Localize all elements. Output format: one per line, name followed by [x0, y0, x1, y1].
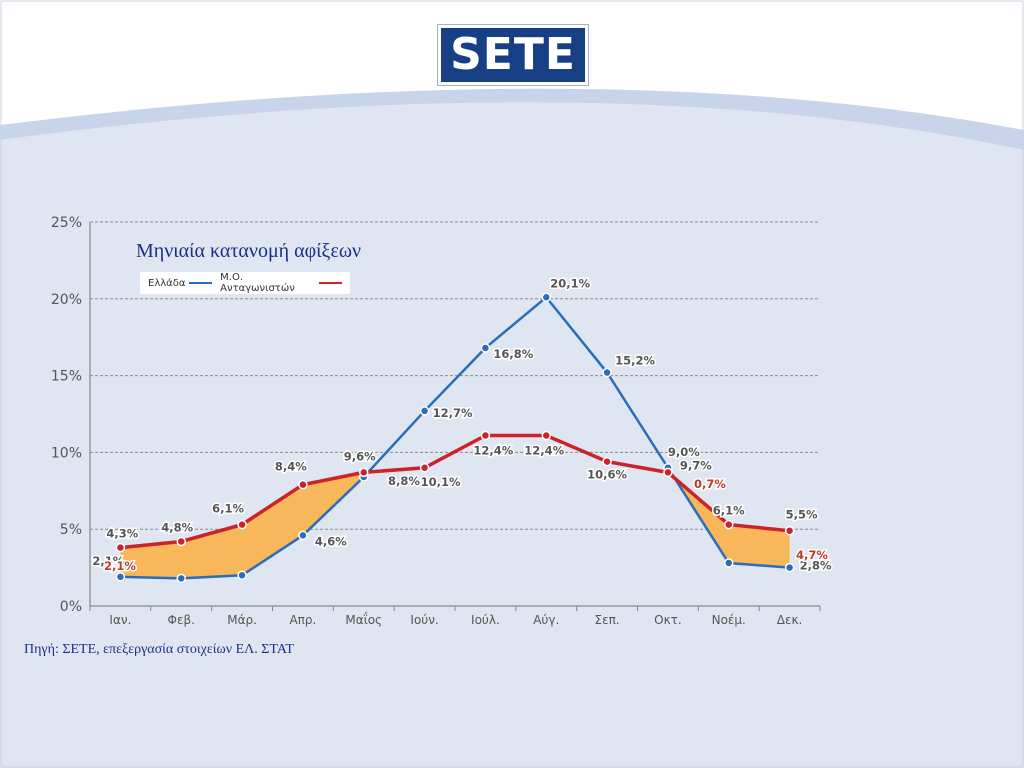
legend-swatch-greece [189, 282, 213, 284]
data-point-competitors [480, 430, 491, 441]
data-label-greece: 12,7% [433, 406, 473, 420]
data-label-competitors: 12,4% [473, 444, 513, 458]
source-note: Πηγή: ΣΕΤΕ, επεξεργασία στοιχείων ΕΛ. ΣΤ… [24, 642, 294, 657]
data-label-competitors: 9,6% [344, 449, 376, 463]
x-tick-label: Ιούν. [410, 613, 438, 627]
data-point-competitors [784, 525, 795, 536]
x-tick-label: Απρ. [289, 613, 316, 627]
legend-swatch-competitors [319, 282, 342, 284]
data-point-greece [298, 530, 308, 541]
annotation-label: 2,1% [104, 559, 136, 573]
data-label-greece: 16,8% [493, 347, 533, 361]
series [115, 292, 795, 584]
data-label-competitors: 4,3% [106, 527, 138, 541]
y-tick-label: 5% [60, 522, 82, 538]
data-point-competitors [115, 542, 126, 553]
legend-label-competitors: Μ.Ο. Ανταγωνιστών [220, 272, 295, 294]
data-point-competitors [602, 456, 612, 467]
y-tick-label: 15% [51, 369, 82, 385]
data-label-competitors: 12,4% [524, 444, 564, 458]
data-point-competitors [176, 536, 186, 547]
annotation-label: 0,7% [694, 477, 726, 491]
data-label-competitors: 5,5% [786, 508, 818, 522]
data-label-competitors: 6,1% [713, 504, 745, 518]
data-point-greece [724, 558, 734, 568]
y-tick-label: 25% [51, 215, 82, 231]
data-point-competitors [298, 479, 308, 490]
series-line-greece [120, 295, 790, 580]
data-point-greece [784, 562, 795, 573]
data-point-competitors [359, 467, 369, 478]
data-point-greece [541, 292, 551, 303]
data-label-competitors: 6,1% [212, 502, 244, 516]
data-label-greece: 2,8% [800, 559, 832, 573]
axes: 0% 5% 10% 15% 20% 25% Ιαν. Φεβ. Μάρ. Απρ. Μαΐος Ιού… [51, 215, 821, 627]
data-point-greece [176, 573, 186, 584]
x-tick-label: Αύγ. [533, 613, 559, 627]
data-point-competitors [663, 467, 673, 478]
data-label-greece: 2,1% [92, 554, 124, 568]
x-tick-label: Μαΐος [345, 612, 382, 627]
data-point-competitors [541, 430, 551, 441]
legend-label-greece: Ελλάδα [148, 277, 186, 289]
highlight-area-late [667, 467, 790, 568]
sete-logo: SETE [438, 25, 588, 85]
data-label-competitors: 9,7% [680, 458, 712, 472]
data-label-greece: 4,6% [315, 534, 347, 548]
x-tick-label: Δεκ. [777, 613, 803, 627]
data-labels: 2,1% 4,6% 12,7% 16,8% 20,1% 15,2% 9,0% 2,8% 4,3%… [91, 275, 834, 575]
x-tick-label: Ιαν. [109, 613, 131, 627]
legend: Ελλάδα Μ.Ο. Ανταγωνιστών [140, 272, 350, 294]
y-tick-label: 10% [51, 445, 82, 461]
data-point-greece [480, 343, 491, 353]
data-point-competitors [724, 519, 734, 530]
data-label-greece: 9,0% [668, 445, 700, 459]
x-tick-label: Φεβ. [168, 613, 195, 627]
logo-text: SETE [450, 29, 576, 80]
x-tick-label: Μάρ. [227, 613, 257, 627]
data-point-greece [237, 570, 247, 581]
data-point-competitors [237, 519, 247, 530]
annotation-label: 8,8% [388, 474, 420, 488]
x-tick-label: Σεπ. [595, 613, 620, 627]
series-line-competitors [120, 433, 790, 550]
y-tick-label: 0% [60, 599, 82, 615]
chart-title: Μηνιαία κατανομή αφίξεων [136, 240, 362, 262]
data-point-competitors [419, 463, 430, 473]
data-label-competitors: 8,4% [275, 460, 307, 474]
x-tick-label: Νοέμ. [712, 613, 746, 627]
data-label-competitors: 4,8% [161, 520, 193, 534]
annotation-label: 4,7% [796, 548, 828, 562]
data-label-greece: 15,2% [615, 354, 655, 368]
data-point-greece [115, 572, 126, 582]
data-label-greece: 20,1% [550, 276, 590, 290]
y-tick-label: 20% [51, 292, 82, 308]
data-point-greece [419, 406, 430, 416]
data-label-competitors: 10,1% [421, 475, 461, 489]
data-label-competitors: 10,6% [587, 468, 627, 482]
x-tick-label: Οκτ. [654, 613, 682, 627]
data-point-greece [602, 367, 612, 378]
x-tick-label: Ιούλ. [471, 613, 500, 627]
